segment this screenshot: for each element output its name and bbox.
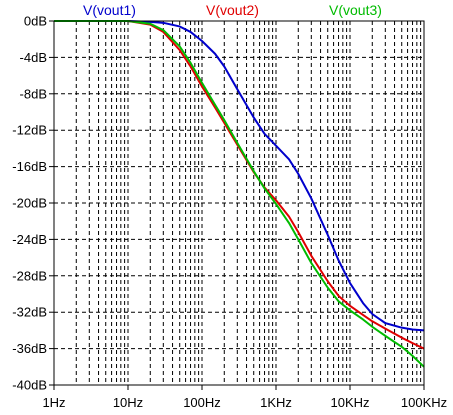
legend-label-1: V(vout1) [83, 2, 136, 18]
y-tick-label: 0dB [24, 14, 47, 29]
x-tick-label: 10KHz [330, 395, 369, 410]
y-tick-label: -36dB [12, 341, 47, 356]
y-tick-label: -32dB [12, 305, 47, 320]
series-line-2 [54, 20, 425, 350]
y-tick-label: -28dB [12, 268, 47, 283]
y-tick-label: -20dB [12, 196, 47, 211]
legend-label-2: V(vout2) [206, 2, 259, 18]
y-tick-label: -40dB [12, 378, 47, 393]
legend-label-3: V(vout3) [329, 2, 382, 18]
y-tick-label: -4dB [20, 50, 47, 65]
y-tick-label: -12dB [12, 123, 47, 138]
grid-layer [54, 21, 424, 385]
series-layer [54, 20, 425, 368]
x-tick-label: 100KHz [401, 395, 447, 410]
x-tick-label: 10Hz [113, 395, 143, 410]
series-line-3 [54, 20, 425, 368]
x-tick-label: 100Hz [183, 395, 221, 410]
tick-layer: 0dB -4dB -8dB -12dB -16dB -20dB -24dB -28dB -32d… [12, 14, 447, 411]
x-tick-label: 1KHz [260, 395, 292, 410]
y-tick-label: -24dB [12, 232, 47, 247]
legend-layer: V(vout1) V(vout2) V(vout3) [83, 2, 382, 18]
y-tick-label: -16dB [12, 159, 47, 174]
x-tick-label: 1Hz [42, 395, 65, 410]
y-tick-label: -8dB [20, 86, 47, 101]
series-line-1 [54, 20, 425, 332]
